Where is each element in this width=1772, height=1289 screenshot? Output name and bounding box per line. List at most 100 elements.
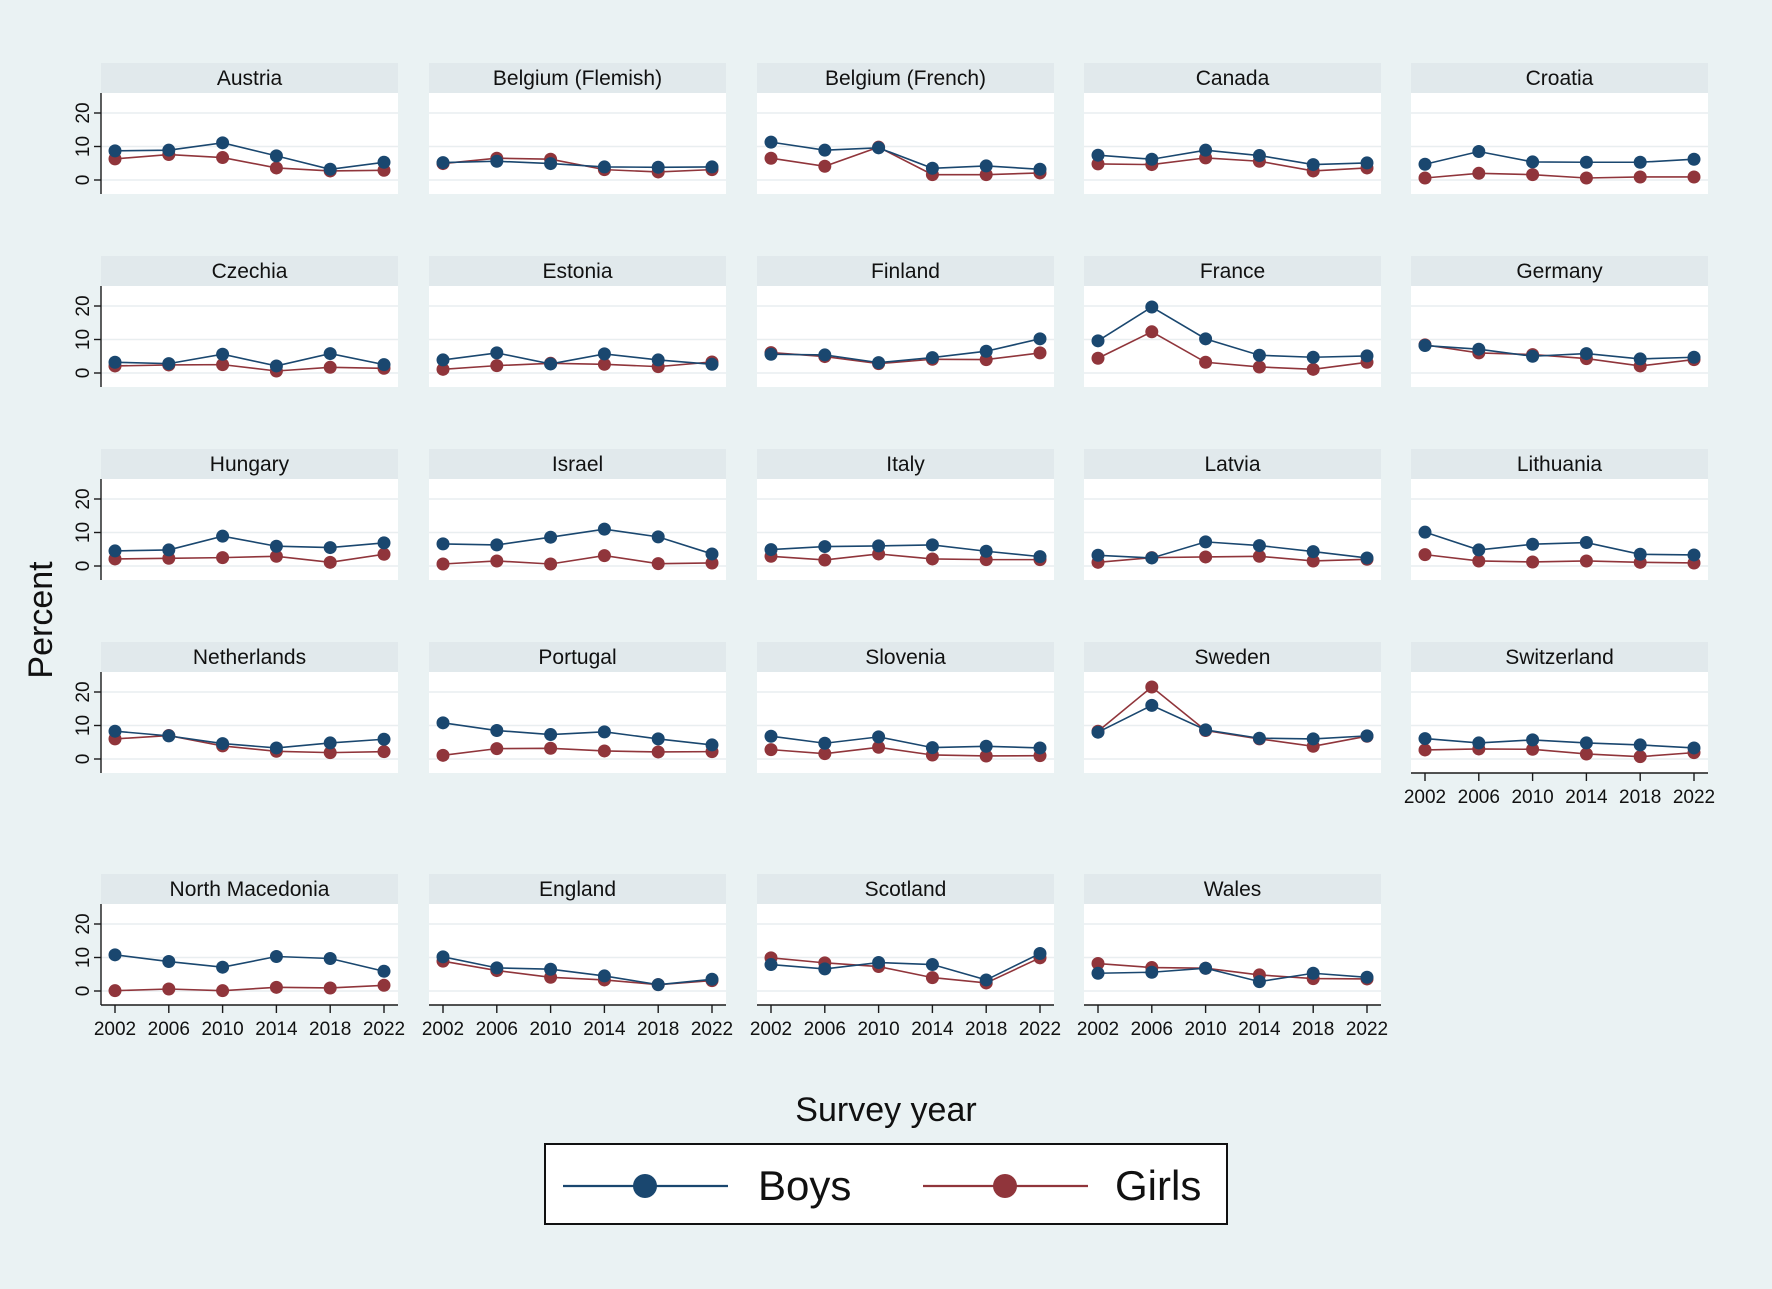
plot-area <box>1411 93 1708 194</box>
y-tick-label: 20 <box>73 681 94 702</box>
panel-finland: Finland <box>757 256 1054 387</box>
boys-point <box>108 355 122 369</box>
strip-header <box>101 449 398 479</box>
panel-title: Belgium (French) <box>825 67 986 90</box>
x-tick-label: 2018 <box>637 1019 679 1040</box>
boys-point <box>1033 946 1047 960</box>
boys-point <box>162 729 176 743</box>
girls-point <box>323 746 337 760</box>
girls-line <box>770 746 1041 757</box>
boys-point <box>764 135 778 149</box>
strip-header <box>101 256 398 286</box>
boys-point <box>216 737 230 751</box>
strip-header <box>101 874 398 904</box>
x-tick-label: 2014 <box>255 1019 298 1040</box>
x-tick-label: 2010 <box>1511 787 1553 808</box>
girls-point <box>269 980 283 994</box>
plot-area <box>1411 479 1708 580</box>
x-tick-label: 2018 <box>1619 787 1661 808</box>
boys-point <box>979 159 993 173</box>
girls-point <box>1579 171 1593 185</box>
girls-point <box>377 547 391 561</box>
panel-italy: Italy <box>757 449 1054 580</box>
boys-point <box>1360 729 1374 743</box>
plot-area <box>101 479 398 580</box>
y-tick-label: 20 <box>73 102 94 123</box>
x-tick-label: 2006 <box>1458 787 1500 808</box>
strip-header <box>101 642 398 672</box>
boys-point <box>1526 155 1540 169</box>
girls-point <box>544 557 558 571</box>
panel-title: Sweden <box>1195 646 1271 669</box>
panel-title: Scotland <box>865 878 947 901</box>
boys-point <box>1526 349 1540 363</box>
plot-area <box>757 93 1054 194</box>
x-tick-label: 2002 <box>422 1019 464 1040</box>
girls-point <box>764 743 778 757</box>
boys-point <box>925 351 939 365</box>
boys-point <box>1199 961 1213 975</box>
x-tick-label: 2006 <box>476 1019 518 1040</box>
strip-header <box>757 874 1054 904</box>
boys-point <box>1091 548 1105 562</box>
girls-point <box>651 557 665 571</box>
strip-header <box>429 642 726 672</box>
panels-group: Austria 0 10 20 Belgium (Flemish) Belgium (Fr… <box>73 63 1715 1040</box>
boys-point <box>162 357 176 371</box>
boys-point <box>1472 543 1486 557</box>
boys-point <box>269 539 283 553</box>
panel-netherlands: Netherlands 0 10 20 <box>73 642 398 773</box>
girls-line <box>770 146 1041 176</box>
y-tick-label: 20 <box>73 488 94 509</box>
strip-header <box>1411 256 1708 286</box>
boys-point <box>764 543 778 557</box>
girls-point <box>818 747 832 761</box>
panel-title: Canada <box>1196 67 1270 90</box>
panel-hungary: Hungary 0 10 20 <box>73 449 398 580</box>
boys-point <box>705 738 719 752</box>
girls-point <box>544 741 558 755</box>
boys-point <box>1091 966 1105 980</box>
boys-point <box>818 348 832 362</box>
boys-point <box>490 538 504 552</box>
panel-israel: Israel <box>429 449 726 580</box>
strip-header <box>429 874 726 904</box>
girls-point <box>1306 362 1320 376</box>
girls-point <box>216 151 230 165</box>
boys-line <box>770 141 1041 171</box>
boys-point <box>1091 148 1105 162</box>
plot-area <box>101 93 398 194</box>
x-tick-label: 2014 <box>583 1019 626 1040</box>
plot-area <box>1084 286 1381 387</box>
boys-point <box>323 162 337 176</box>
panel-scotland: Scotland 2002 2006 2010 2014 2018 2022 <box>750 874 1061 1040</box>
boys-point <box>764 958 778 972</box>
x-tick-label: 2010 <box>1184 1019 1226 1040</box>
boys-point <box>1252 731 1266 745</box>
boys-point <box>597 347 611 361</box>
boys-point <box>1252 975 1266 989</box>
plot-area <box>429 672 726 773</box>
boys-point <box>651 353 665 367</box>
x-tick-label: 2018 <box>965 1019 1007 1040</box>
boys-point <box>1360 349 1374 363</box>
boys-point <box>1526 537 1540 551</box>
boys-point <box>705 357 719 371</box>
girls-line <box>1424 172 1694 179</box>
boys-point <box>108 724 122 738</box>
boys-point <box>651 732 665 746</box>
panel-title: Czechia <box>212 260 288 283</box>
boys-point <box>1472 736 1486 750</box>
strip-header <box>1084 642 1381 672</box>
panel-north-macedonia: North Macedonia 0 10 20 2002 2006 2010 2014 2018… <box>73 874 405 1040</box>
boys-point <box>1199 723 1213 737</box>
x-tick-label: 2022 <box>1673 787 1715 808</box>
x-tick-label: 2002 <box>1077 1019 1119 1040</box>
legend-marker <box>633 1174 657 1198</box>
boys-point <box>436 716 450 730</box>
boys-point <box>1472 342 1486 356</box>
panel-title: Finland <box>871 260 940 283</box>
plot-area <box>101 286 398 387</box>
boys-line <box>442 528 713 555</box>
panel-estonia: Estonia <box>429 256 726 387</box>
